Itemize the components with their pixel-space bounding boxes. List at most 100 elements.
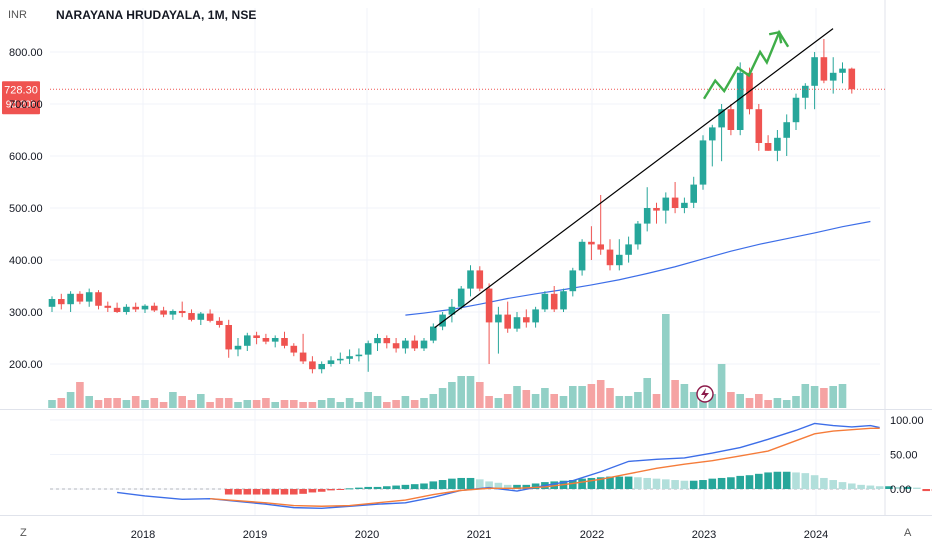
candle (262, 333, 270, 345)
sma-line (405, 220, 871, 316)
timezone-button[interactable]: Z (20, 527, 27, 539)
candle (802, 83, 809, 110)
osc-histogram-bar (494, 482, 503, 489)
candle (709, 124, 716, 167)
time-tick-label: 2021 (467, 529, 491, 541)
osc-histogram-bar (689, 480, 698, 489)
candle (504, 301, 511, 333)
bar-countdown: 9d 20h (6, 99, 37, 110)
axes: 728.30 9d 20h 200.00 300.00 400.00 500.00 600.… (2, 47, 924, 541)
candle-body (327, 360, 335, 364)
candle (727, 104, 735, 136)
volume-bar (187, 400, 196, 408)
osc-histogram-bar (336, 489, 345, 490)
volume-bar (299, 402, 307, 408)
price-tick-label: 700.00 (9, 99, 43, 111)
candle (653, 202, 660, 224)
price-tick-label: 300.00 (9, 307, 43, 319)
candle (188, 309, 195, 322)
volume-bar (457, 376, 465, 408)
volume-bar (736, 394, 744, 408)
candle (141, 304, 149, 314)
grid (0, 0, 932, 516)
volume-bar (327, 398, 335, 408)
chart-title: NARAYANA HRUDAYALA, 1M, NSE (56, 8, 257, 22)
osc-histogram-bar (773, 471, 782, 489)
candle-body (48, 299, 56, 307)
candle (681, 197, 688, 214)
price-tick-label: 400.00 (9, 255, 43, 267)
osc-histogram-bar (875, 486, 884, 489)
osc-histogram-bar (652, 478, 661, 489)
candle (206, 309, 214, 323)
candle-body (411, 340, 418, 349)
volume-bar (392, 400, 400, 408)
osc-histogram-bar (466, 477, 475, 489)
candle (85, 288, 93, 307)
candle (151, 302, 158, 312)
candle-body (597, 244, 604, 250)
candle-body (848, 68, 856, 90)
volume-bar (466, 376, 475, 408)
candle-body (299, 352, 307, 362)
osc-histogram-bar (736, 475, 744, 489)
volume-bar (662, 314, 670, 408)
candle (364, 340, 372, 372)
candle (244, 332, 251, 351)
osc-histogram-bar (643, 477, 651, 489)
osc-histogram-bar (355, 487, 363, 489)
volume-bar (643, 378, 651, 408)
candle-body (216, 320, 223, 325)
osc-histogram-bar (606, 476, 614, 489)
auto-scale-button[interactable]: A (904, 527, 912, 539)
candle-body (476, 270, 484, 289)
candle-body (76, 293, 84, 302)
candle-body (318, 364, 325, 370)
candle-body (178, 310, 186, 314)
candle-body (374, 338, 381, 344)
time-tick-label: 2020 (355, 529, 379, 541)
candle (755, 104, 763, 151)
volume-bar (224, 398, 233, 408)
candle (457, 286, 465, 310)
candle-body (541, 293, 549, 310)
volume-bar (262, 398, 270, 408)
candle-body (132, 306, 139, 310)
candle (383, 335, 391, 349)
osc-histogram-bar (299, 489, 307, 494)
candle (588, 226, 595, 260)
candle-body (160, 310, 167, 315)
volume-bar (169, 392, 177, 408)
volume-bar (197, 394, 205, 408)
candle (625, 236, 632, 263)
volume-bar (243, 400, 252, 408)
candle-body (802, 85, 809, 98)
candle (839, 62, 846, 84)
volume-bar (829, 386, 837, 408)
candle (290, 343, 298, 357)
candle-body (643, 208, 651, 224)
candle (829, 57, 837, 94)
osc-histogram-bar (903, 486, 912, 489)
osc-histogram-bar (764, 472, 772, 489)
candle (643, 187, 651, 232)
candle (467, 265, 474, 297)
volume-bars (48, 314, 847, 408)
volume-bar (671, 380, 679, 408)
candle (485, 283, 493, 364)
osc-main-line (117, 422, 880, 510)
candle (792, 93, 800, 130)
candle-body (262, 338, 270, 342)
candle-body (402, 340, 409, 349)
volume-bar (727, 392, 735, 408)
osc-histogram-bar (578, 478, 586, 489)
osc-histogram-bar (727, 477, 735, 489)
candle-body (792, 97, 800, 123)
volume-bar (373, 396, 382, 408)
currency-label: INR (8, 9, 27, 21)
candle (271, 335, 279, 348)
candle (411, 335, 418, 351)
volume-bar (745, 398, 754, 408)
candle-body (532, 309, 539, 323)
candle (402, 338, 409, 354)
